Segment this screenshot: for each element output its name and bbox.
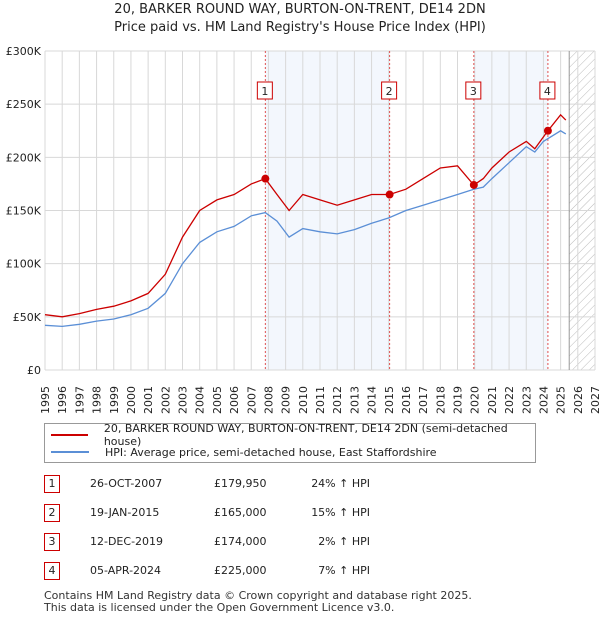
sale-point	[261, 174, 270, 183]
sale-hpi-change: 15% ↑ HPI	[311, 506, 370, 519]
sale-point	[543, 126, 552, 135]
y-tick-label: £150K	[6, 205, 42, 218]
x-tick-label: 2001	[142, 386, 155, 414]
legend: 20, BARKER ROUND WAY, BURTON-ON-TRENT, D…	[44, 422, 536, 463]
legend-item-hpi: HPI: Average price, semi-detached house,…	[51, 444, 437, 460]
y-tick-label: £250K	[6, 98, 42, 111]
sale-number: 4	[44, 562, 60, 580]
copyright-text: Contains HM Land Registry data © Crown c…	[44, 589, 472, 602]
property-price-line	[44, 113, 567, 318]
x-tick-label: 2014	[366, 386, 379, 414]
sale-label: 3	[470, 85, 477, 98]
sale-point	[385, 190, 394, 199]
price-chart: 1995 1996 1997 1998 1999 2000 2001 2002 2003 2004…	[6, 45, 600, 414]
x-tick-label: 2026	[572, 386, 585, 414]
x-tick-label: 1995	[39, 386, 52, 414]
sale-number: 1	[44, 475, 60, 493]
x-tick-label: 2005	[211, 386, 224, 414]
y-tick-label: £300K	[6, 45, 42, 58]
x-tick-label: 2003	[177, 386, 190, 414]
y-tick-label: £50K	[13, 311, 42, 324]
chart-subtitle: Price paid vs. HM Land Registry's House …	[114, 20, 486, 35]
x-tick-label: 2009	[280, 386, 293, 414]
x-tick-label: 2004	[194, 386, 207, 414]
x-tick-label: 2017	[417, 386, 430, 414]
x-tick-label: 2027	[589, 386, 600, 414]
sale-price: £174,000	[214, 535, 267, 548]
x-tick-label: 2011	[314, 386, 327, 414]
sale-label-box	[381, 81, 398, 100]
x-tick-label: 1996	[56, 386, 69, 414]
x-tick-label: 2002	[159, 386, 172, 414]
x-tick-label: 2020	[469, 386, 482, 414]
x-tick-label: 2019	[452, 386, 465, 414]
footer: Contains HM Land Registry data © Crown c…	[44, 590, 472, 614]
sale-label-box	[465, 81, 482, 100]
x-tick-label: 1997	[73, 386, 86, 414]
x-tick-label: 2006	[228, 386, 241, 414]
hpi-line	[44, 130, 567, 328]
sale-number: 3	[44, 533, 60, 551]
sale-date: 12-DEC-2019	[90, 535, 164, 548]
x-tick-label: 1998	[91, 386, 104, 414]
sale-label-box	[539, 81, 556, 100]
sale-date: 19-JAN-2015	[90, 506, 160, 519]
x-tick-label: 2012	[331, 386, 344, 414]
x-tick-label: 2023	[520, 386, 533, 414]
legend-label: HPI: Average price, semi-detached house,…	[105, 445, 437, 459]
sale-price: £179,950	[214, 477, 267, 490]
x-tick-label: 2015	[383, 386, 396, 414]
sale-hpi-change: 24% ↑ HPI	[311, 477, 370, 490]
x-tick-label: 2016	[400, 386, 413, 414]
x-tick-label: 2025	[555, 386, 568, 414]
sale-point	[469, 180, 478, 189]
x-tick-label: 2010	[297, 386, 310, 414]
x-tick-label: 2024	[537, 386, 550, 414]
x-tick-label: 2008	[262, 386, 275, 414]
sale-hpi-change: 7% ↑ HPI	[318, 564, 370, 577]
y-tick-label: £200K	[6, 151, 42, 164]
legend-item-property: 20, BARKER ROUND WAY, BURTON-ON-TRENT, D…	[51, 422, 535, 448]
legend-label: 20, BARKER ROUND WAY, BURTON-ON-TRENT, D…	[103, 422, 508, 448]
sale-date: 05-APR-2024	[90, 564, 162, 577]
licence-text: This data is licensed under the Open Gov…	[44, 601, 395, 614]
y-tick-label: £100K	[6, 258, 42, 271]
sale-label: 2	[386, 85, 393, 98]
sale-label-box	[256, 81, 273, 100]
x-tick-label: 1999	[108, 386, 121, 414]
x-tick-label: 2021	[486, 386, 499, 414]
sale-price: £165,000	[214, 506, 267, 519]
sale-date: 26-OCT-2007	[90, 477, 163, 490]
y-tick-label: £0	[27, 364, 41, 377]
x-tick-label: 2007	[245, 386, 258, 414]
sale-label: 1	[261, 85, 268, 98]
x-tick-label: 2022	[503, 386, 516, 414]
chart-title: 20, BARKER ROUND WAY, BURTON-ON-TRENT, D…	[114, 2, 486, 17]
x-tick-label: 2000	[125, 386, 138, 414]
sale-label: 4	[544, 85, 551, 98]
x-tick-label: 2013	[348, 386, 361, 414]
x-tick-label: 2018	[434, 386, 447, 414]
sale-price: £225,000	[214, 564, 267, 577]
sale-number: 2	[44, 504, 60, 522]
sale-hpi-change: 2% ↑ HPI	[318, 535, 370, 548]
